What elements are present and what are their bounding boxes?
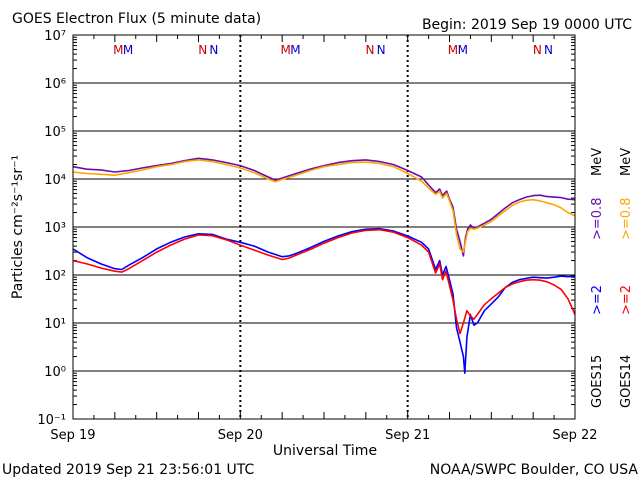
y-tick-labels: 10⁷ 10⁶ 10⁵ 10⁴ 10³ 10² 10¹ 10⁰ 10⁻¹ — [37, 29, 66, 428]
chart-title: GOES Electron Flux (5 minute data) — [12, 11, 261, 27]
legend-entry: >=0.8 — [619, 198, 634, 240]
grid-lines — [73, 35, 575, 419]
local-time-marker: N — [198, 43, 207, 57]
y-axis-label: Particles cm⁻²s⁻¹sr⁻¹ — [10, 155, 26, 299]
y-tick-label: 10⁵ — [44, 125, 66, 140]
legend-entry: GOES14 — [619, 355, 634, 408]
local-time-marker: M — [448, 43, 458, 57]
series-line-goes14-2-mev — [72, 228, 576, 335]
legend: GOES15 GOES14 >=2 >=2 >=0.8 >=0.8 MeV MeV — [590, 148, 634, 408]
x-tick-labels: Sep 19 Sep 20 Sep 21 Sep 22 — [50, 428, 597, 443]
legend-entry: >=2 — [619, 285, 634, 315]
legend-entry: MeV — [590, 148, 605, 176]
data-series — [72, 157, 576, 374]
local-time-marker: M — [123, 43, 133, 57]
y-tick-label: 10³ — [44, 221, 66, 236]
legend-entry: MeV — [619, 148, 634, 176]
y-tick-label: 10⁴ — [44, 173, 66, 188]
series-line-goes15-0-8-mev — [72, 157, 576, 257]
plot-frame — [72, 34, 576, 420]
begin-time-label: Begin: 2019 Sep 19 0000 UTC — [422, 17, 632, 33]
x-axis-label: Universal Time — [273, 443, 377, 459]
local-time-marker: N — [533, 43, 542, 57]
x-tick-label: Sep 22 — [552, 428, 597, 443]
local-time-marker: M — [280, 43, 290, 57]
x-tick-label: Sep 20 — [218, 428, 263, 443]
local-time-marker: M — [458, 43, 468, 57]
x-tick-label: Sep 21 — [385, 428, 430, 443]
y-tick-label: 10⁰ — [44, 365, 66, 380]
series-line-goes15-2-mev — [72, 227, 576, 374]
y-tick-label: 10⁷ — [44, 29, 66, 44]
local-time-marker: N — [209, 43, 218, 57]
local-time-marker: M — [113, 43, 123, 57]
local-time-marker: M — [290, 43, 300, 57]
y-tick-label: 10¹ — [44, 317, 66, 332]
y-tick-label: 10⁻¹ — [37, 413, 66, 428]
legend-entry: >=0.8 — [590, 198, 605, 240]
local-time-marker: N — [544, 43, 553, 57]
y-tick-label: 10² — [44, 269, 66, 284]
local-time-marker: N — [377, 43, 386, 57]
legend-entry: GOES15 — [590, 355, 605, 408]
legend-entry: >=2 — [590, 285, 605, 315]
x-tick-label: Sep 19 — [50, 428, 95, 443]
local-time-marker: N — [366, 43, 375, 57]
y-tick-label: 10⁶ — [44, 77, 66, 92]
credit-label: NOAA/SWPC Boulder, CO USA — [430, 462, 639, 478]
updated-timestamp: Updated 2019 Sep 21 23:56:01 UTC — [2, 462, 255, 478]
series-line-goes14-0-8-mev — [72, 159, 576, 253]
